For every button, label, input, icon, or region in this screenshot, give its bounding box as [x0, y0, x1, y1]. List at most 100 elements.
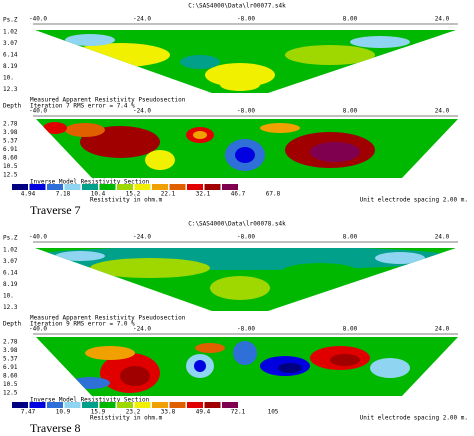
scale-label: 15.2: [126, 191, 141, 198]
contour: [375, 252, 425, 264]
scale-label: 22.1: [161, 191, 176, 198]
scale-swatch: [204, 402, 221, 408]
contour: [285, 45, 375, 65]
contour: [145, 150, 175, 170]
scale-swatch: [187, 402, 203, 408]
depth-label: 10.5: [3, 163, 18, 170]
scale-swatch: [12, 402, 28, 408]
axis-label: -24.0: [133, 326, 151, 333]
contour: [370, 358, 410, 378]
contour: [85, 346, 135, 360]
scale-swatch: [169, 402, 186, 408]
scale-label: 33.8: [161, 409, 176, 416]
scale-label: 10.9: [56, 409, 71, 416]
depth-label: 10.: [3, 75, 14, 82]
scale-swatch: [222, 402, 238, 408]
axis-label: -8.00: [237, 16, 255, 23]
scale-swatch: [99, 402, 116, 408]
depth-label: 6.14: [3, 52, 18, 59]
axis-label: 24.0: [435, 234, 450, 241]
scale-label: 10.4: [91, 191, 106, 198]
depth-label: 10.5: [3, 381, 18, 388]
depth-label: 1.02: [3, 247, 18, 254]
contour: [233, 341, 257, 365]
contour: [180, 55, 220, 69]
scale-swatch: [152, 184, 168, 190]
depth-label: 5.37: [3, 138, 18, 145]
scale-swatch: [117, 402, 133, 408]
axis-title: Ps.Z: [3, 17, 18, 24]
contour: [195, 343, 225, 353]
pseudosection: [35, 248, 456, 311]
scale-swatch: [99, 184, 116, 190]
contour: [220, 79, 260, 91]
contour: [235, 147, 255, 163]
axis-label: -8.00: [237, 234, 255, 241]
caption: Inverse Model Resistivity Section: [30, 179, 150, 186]
contour: [193, 131, 207, 139]
contour: [330, 354, 360, 366]
scale-label: 15.9: [91, 409, 106, 416]
scale-swatch: [82, 402, 98, 408]
depth-label: 12.3: [3, 86, 18, 93]
inverse-section: [36, 119, 458, 178]
contour: [350, 36, 410, 48]
contour: [90, 258, 210, 278]
depth-label: 8.19: [3, 281, 18, 288]
depth-label: 6.91: [3, 364, 18, 371]
scale-swatch: [29, 402, 46, 408]
pseudosection: [35, 30, 456, 93]
contour: [310, 142, 360, 162]
caption: Inverse Model Resistivity Section: [30, 397, 150, 404]
depth-label: 8.60: [3, 155, 18, 162]
axis-label: -24.0: [133, 16, 151, 23]
axis-label: -24.0: [133, 108, 151, 115]
file-name: C:\SAS4000\Data\lr00078.s4k: [188, 221, 286, 228]
panel: C:\SAS4000\Data\lr00078.s4k -40.0 -40.0 -24…: [3, 221, 468, 435]
axis-label: 24.0: [435, 108, 450, 115]
contour: [280, 263, 360, 283]
scale-swatch: [169, 184, 186, 190]
traverse-label: Traverse 7: [30, 203, 81, 217]
iteration: Iteration 7 RMS error = 7.4 %: [30, 103, 135, 110]
caption: Measured Apparent Resistivity Pseudosect…: [30, 315, 186, 322]
depth-label: 3.98: [3, 129, 18, 136]
axis-label: 24.0: [435, 326, 450, 333]
scale-unit: Resistivity in ohm.m: [90, 415, 163, 422]
depth-label: 5.37: [3, 356, 18, 363]
contour: [70, 43, 170, 67]
scale-swatch: [64, 402, 81, 408]
scale-label: 7.18: [56, 191, 71, 198]
scale-label: 72.1: [231, 409, 246, 416]
scale-swatch: [204, 184, 221, 190]
traverse-label: Traverse 8: [30, 421, 81, 435]
contour: [65, 34, 115, 46]
depth-label: 8.19: [3, 63, 18, 70]
depth-label: 8.60: [3, 373, 18, 380]
scale-label: 67.8: [266, 191, 281, 198]
contour: [120, 366, 150, 386]
scale-label: 49.4: [196, 409, 211, 416]
axis-label: -24.0: [133, 234, 151, 241]
scale-swatch: [64, 184, 81, 190]
axis-title: Depth: [3, 321, 21, 328]
depth-label: 3.98: [3, 347, 18, 354]
axis-label: -40.0: [29, 234, 47, 241]
depth-label: 12.5: [3, 390, 18, 397]
file-name: C:\SAS4000\Data\lr00077.s4k: [188, 3, 286, 10]
spacing: Unit electrode spacing 2.00 m.: [360, 415, 468, 422]
axis-label: 8.00: [343, 16, 358, 23]
axis-title: Ps.Z: [3, 235, 18, 242]
spacing: Unit electrode spacing 2.00 m.: [360, 197, 468, 204]
scale-swatch: [47, 402, 63, 408]
depth-label: 10.: [3, 293, 14, 300]
scale-swatch: [134, 402, 151, 408]
contour: [55, 251, 105, 261]
depth-label: 2.78: [3, 121, 18, 128]
inverse-section: [36, 337, 458, 396]
depth-label: 2.78: [3, 339, 18, 346]
axis-label: -40.0: [29, 108, 47, 115]
depth-label: 6.14: [3, 270, 18, 277]
scale-swatch: [29, 184, 46, 190]
depth-label: 1.02: [3, 29, 18, 36]
